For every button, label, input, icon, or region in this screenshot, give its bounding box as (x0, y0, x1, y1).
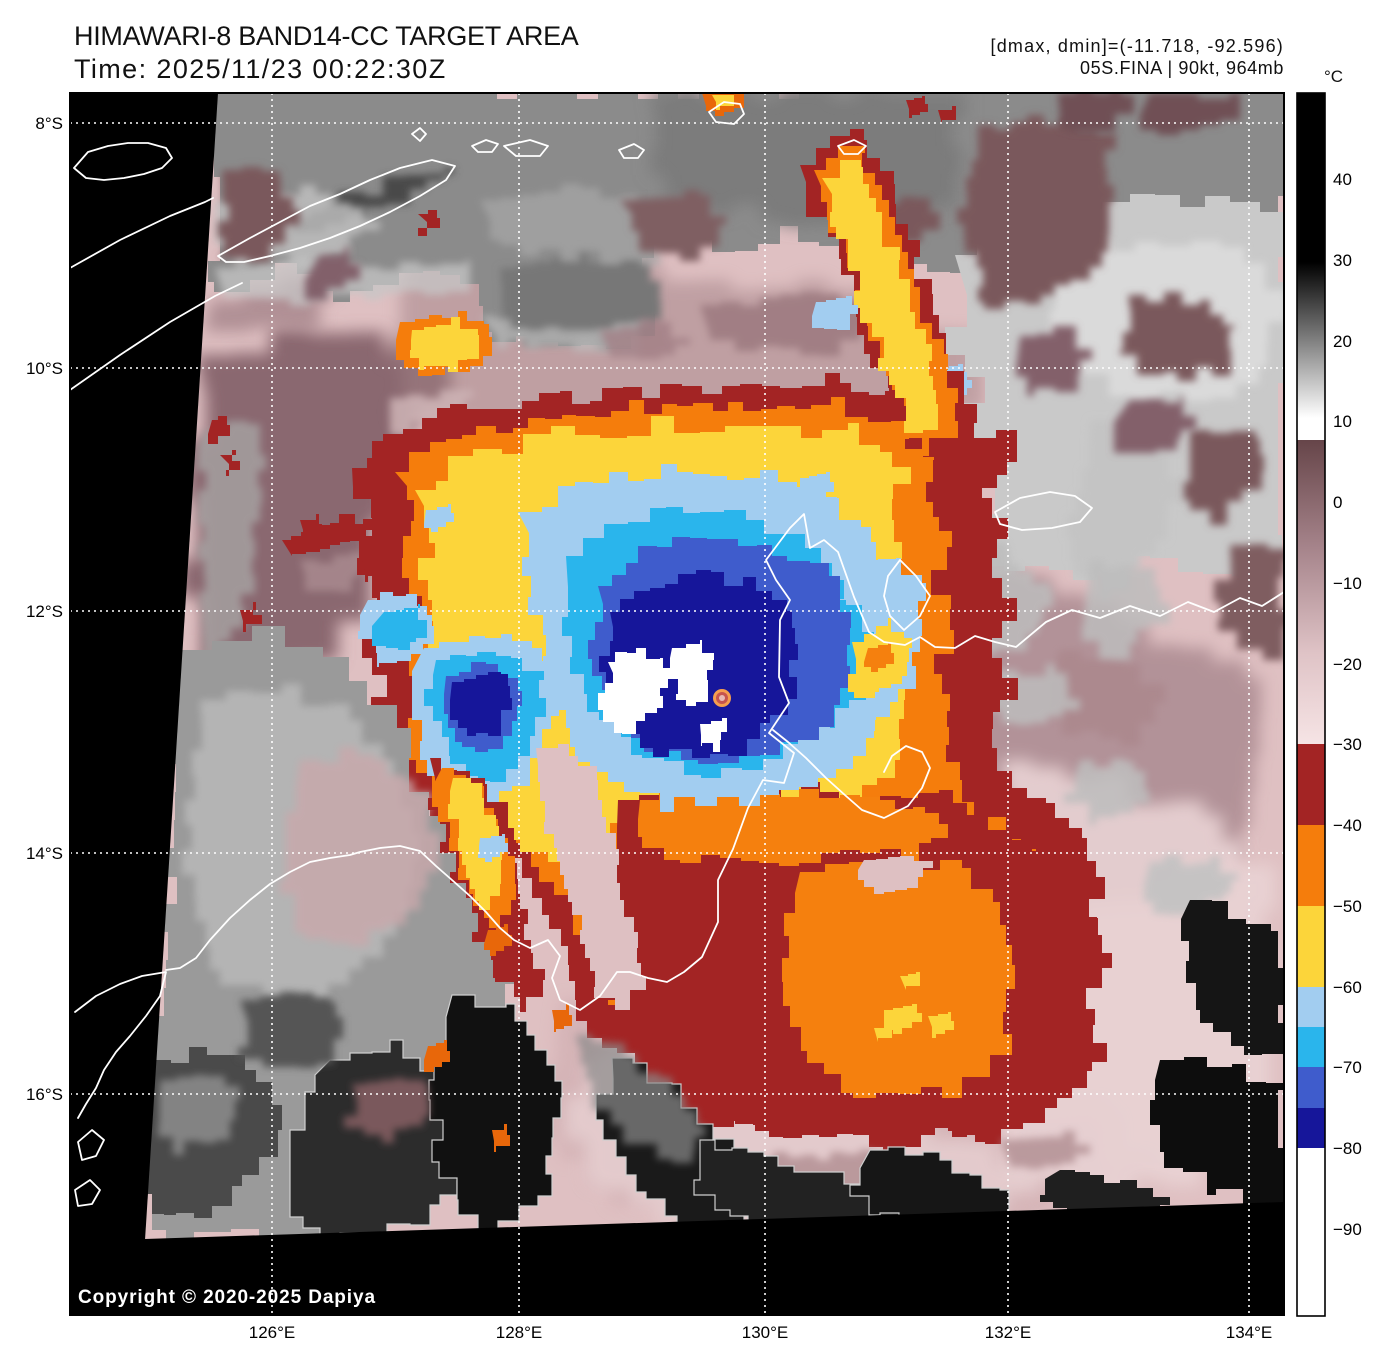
svg-text:−20: −20 (1333, 655, 1362, 674)
svg-text:°C: °C (1324, 67, 1343, 86)
svg-text:05S.FINA | 90kt, 964mb: 05S.FINA | 90kt, 964mb (1080, 58, 1284, 78)
svg-text:130°E: 130°E (742, 1323, 789, 1342)
svg-text:−30: −30 (1333, 735, 1362, 754)
svg-text:40: 40 (1333, 170, 1352, 189)
svg-text:−50: −50 (1333, 897, 1362, 916)
svg-text:−10: −10 (1333, 574, 1362, 593)
svg-text:−90: −90 (1333, 1220, 1362, 1239)
svg-text:20: 20 (1333, 332, 1352, 351)
svg-text:8°S: 8°S (35, 114, 63, 133)
svg-text:10: 10 (1333, 412, 1352, 431)
svg-text:Copyright © 2020-2025 Dapiya: Copyright © 2020-2025 Dapiya (78, 1287, 376, 1308)
svg-text:−70: −70 (1333, 1058, 1362, 1077)
svg-text:14°S: 14°S (26, 844, 63, 863)
svg-text:132°E: 132°E (985, 1323, 1032, 1342)
svg-text:−40: −40 (1333, 816, 1362, 835)
svg-text:Time: 2025/11/23 00:22:30Z: Time: 2025/11/23 00:22:30Z (74, 54, 447, 84)
svg-text:16°S: 16°S (26, 1085, 63, 1104)
svg-text:[dmax, dmin]=(-11.718, -92.596: [dmax, dmin]=(-11.718, -92.596) (991, 36, 1285, 56)
svg-text:0: 0 (1333, 493, 1342, 512)
svg-text:134°E: 134°E (1226, 1323, 1273, 1342)
svg-text:128°E: 128°E (496, 1323, 543, 1342)
svg-text:10°S: 10°S (26, 359, 63, 378)
svg-text:HIMAWARI-8 BAND14-CC TARGET AR: HIMAWARI-8 BAND14-CC TARGET AREA (74, 21, 579, 51)
svg-text:−60: −60 (1333, 978, 1362, 997)
svg-text:−80: −80 (1333, 1139, 1362, 1158)
svg-text:12°S: 12°S (26, 602, 63, 621)
svg-text:126°E: 126°E (249, 1323, 296, 1342)
svg-text:30: 30 (1333, 251, 1352, 270)
